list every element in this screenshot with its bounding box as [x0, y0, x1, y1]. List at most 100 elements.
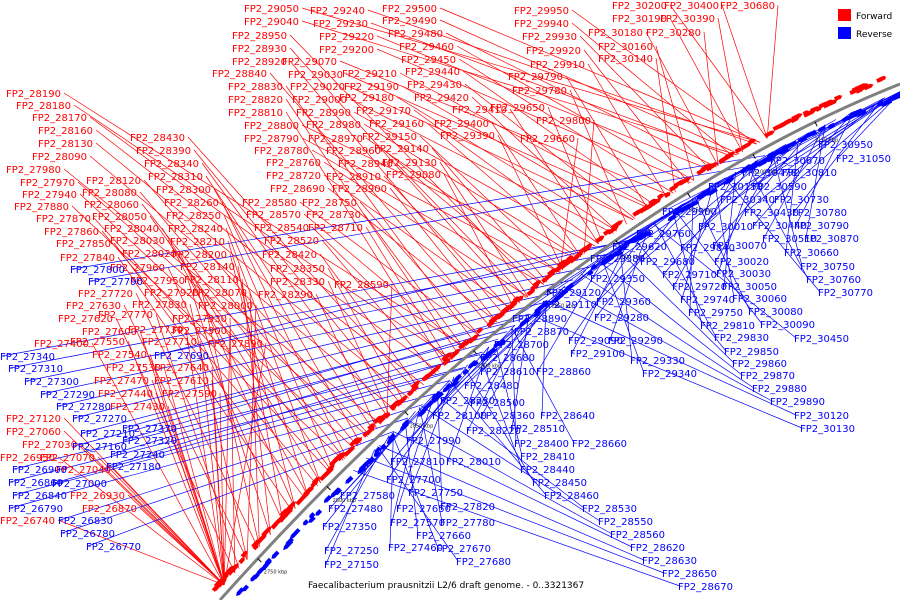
label-connector	[370, 22, 734, 158]
label-connector	[73, 302, 544, 419]
reverse-gene-label: FP2_27320	[122, 436, 177, 447]
forward-gene-label: FP2_27440	[98, 389, 153, 400]
label-connector	[189, 303, 248, 560]
label-connector	[299, 201, 481, 337]
forward-gene-label: FP2_29400	[434, 119, 489, 130]
forward-feature-arrow	[283, 507, 294, 518]
label-connector	[1, 241, 627, 357]
reverse-gene-label: FP2_29870	[740, 371, 795, 382]
label-connector	[509, 108, 599, 244]
reverse-feature-arrow	[518, 317, 530, 327]
forward-feature-arrow	[430, 364, 442, 375]
label-connector	[311, 149, 545, 285]
label-connector	[747, 165, 809, 280]
forward-gene-label: FP2_29500	[382, 4, 437, 15]
forward-feature-arrow	[764, 130, 775, 138]
reverse-gene-label: FP2_28650	[662, 569, 717, 580]
label-connector	[377, 446, 459, 562]
label-connector	[73, 104, 453, 360]
reverse-gene-label: FP2_30770	[818, 288, 873, 299]
label-connector	[57, 291, 558, 407]
label-connector	[9, 367, 465, 483]
scale-tick-mark	[257, 558, 262, 563]
forward-gene-label: FP2_27470	[94, 376, 149, 387]
reverse-feature-arrow	[242, 584, 249, 592]
forward-gene-label: FP2_27630	[66, 301, 121, 312]
label-connector	[135, 292, 259, 549]
label-connector	[655, 57, 676, 193]
forward-gene-label: FP2_28080	[82, 188, 137, 199]
reverse-feature-arrow	[345, 475, 354, 484]
label-connector	[143, 179, 370, 436]
reverse-feature-arrow	[463, 368, 470, 375]
label-connector	[391, 407, 421, 523]
label-connector	[25, 266, 591, 382]
forward-feature-arrow	[336, 451, 347, 462]
label-connector	[323, 161, 529, 298]
forward-gene-label: FP2_29490	[382, 16, 437, 27]
forward-gene-label: FP2_29440	[405, 67, 460, 78]
label-connector	[219, 392, 225, 585]
forward-gene-label: FP2_28040	[104, 224, 159, 235]
label-connector	[339, 60, 671, 196]
label-connector	[652, 223, 797, 339]
reverse-gene-label: FP2_29620	[612, 242, 667, 253]
label-connector	[439, 161, 529, 298]
label-connector	[724, 177, 821, 293]
forward-gene-label: FP2_29070	[282, 57, 337, 68]
forward-gene-label: FP2_28000	[198, 301, 253, 312]
forward-feature-arrow	[279, 508, 289, 518]
reverse-gene-label: FP2_28400	[514, 439, 569, 450]
reverse-gene-label: FP2_27810	[390, 457, 445, 468]
forward-gene-label: FP2_27060	[6, 427, 61, 438]
label-connector	[456, 45, 695, 181]
scale-tick-mark	[404, 411, 409, 416]
label-connector	[378, 445, 645, 561]
label-connector	[91, 342, 225, 586]
forward-gene-label: FP2_27770	[98, 310, 153, 321]
forward-gene-label: FP2_29390	[440, 131, 495, 142]
forward-feature-arrow	[747, 138, 756, 145]
label-connector	[458, 58, 674, 194]
forward-gene-label: FP2_28020	[122, 249, 177, 260]
reverse-feature-arrow	[817, 125, 827, 132]
forward-gene-label: FP2_28940	[338, 159, 393, 170]
reverse-gene-label: FP2_31050	[836, 154, 891, 165]
label-connector	[409, 376, 455, 493]
forward-gene-label: FP2_27400	[34, 339, 89, 350]
label-connector	[167, 405, 225, 586]
forward-feature-arrow	[560, 259, 573, 270]
reverse-gene-label: FP2_27780	[440, 518, 495, 529]
forward-gene-label: FP2_29180	[339, 93, 394, 104]
forward-gene-label: FP2_27920	[144, 288, 199, 299]
reverse-gene-label: FP2_30150	[708, 182, 763, 193]
label-connector	[139, 191, 358, 447]
reverse-gene-label: FP2_29340	[642, 369, 697, 380]
reverse-gene-label: FP2_28640	[540, 411, 595, 422]
forward-feature-arrow	[606, 225, 619, 235]
label-connector	[301, 7, 761, 143]
reverse-gene-label: FP2_28560	[610, 530, 665, 541]
scale-tick-mark	[547, 289, 552, 295]
scale-tick-label: 2900 kbp	[478, 363, 502, 369]
forward-gene-label: FP2_27620	[58, 314, 113, 325]
label-connector	[376, 35, 712, 171]
forward-feature-arrow	[295, 496, 305, 506]
scale-tick-label: 3150 kbp	[815, 138, 839, 144]
forward-gene-label: FP2_27950	[130, 276, 185, 287]
label-connector	[325, 449, 375, 565]
forward-gene-label: FP2_27610	[154, 376, 209, 387]
label-connector	[569, 89, 627, 225]
reverse-gene-label: FP2_26840	[12, 491, 67, 502]
label-connector	[101, 230, 319, 487]
forward-gene-label: FP2_27710	[142, 337, 197, 348]
reverse-gene-label: FP2_27280	[56, 402, 111, 413]
label-connector	[654, 222, 717, 338]
reverse-feature-arrow	[499, 338, 506, 345]
forward-gene-label: FP2_28300	[156, 185, 211, 196]
scale-tick-label: 3100 kbp	[754, 170, 778, 176]
reverse-feature-arrow	[265, 557, 272, 565]
reverse-gene-label: FP2_27650	[396, 504, 451, 515]
reverse-feature-arrow	[436, 391, 444, 399]
